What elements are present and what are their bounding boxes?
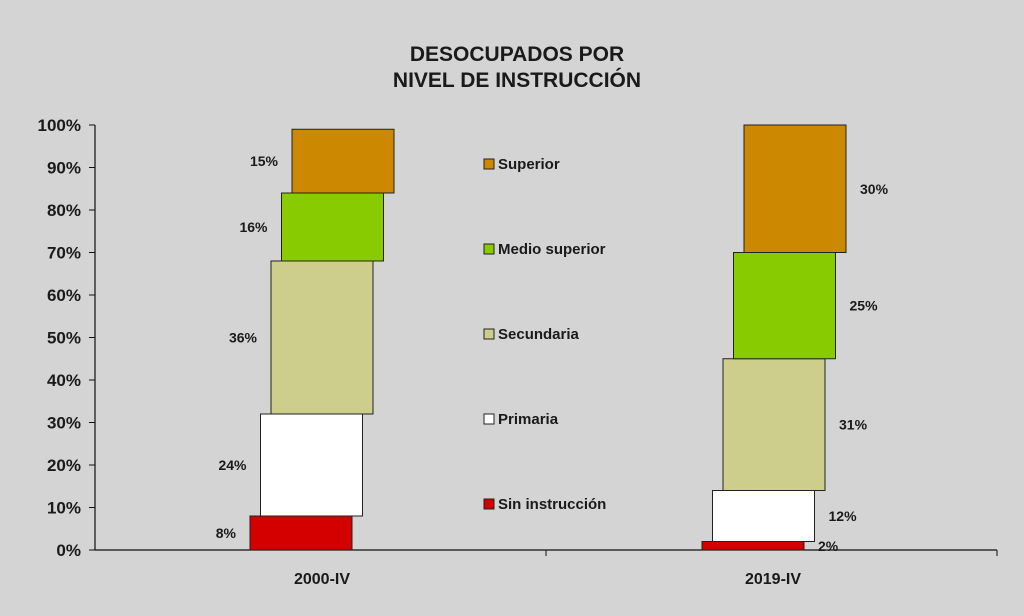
data-label: 30% <box>860 181 889 197</box>
y-tick-label: 0% <box>56 541 81 560</box>
data-label: 8% <box>216 525 237 541</box>
bar-segment <box>260 413 363 517</box>
data-label: 25% <box>850 298 879 314</box>
legend-label: Sin instrucción <box>498 496 606 513</box>
data-label: 12% <box>829 508 858 524</box>
y-tick-label: 90% <box>47 159 81 178</box>
legend-label: Primaria <box>498 411 559 428</box>
chart-title-line-2: NIVEL DE INSTRUCCIÓN <box>393 68 641 92</box>
bar-segment <box>712 490 815 542</box>
legend-label: Superior <box>498 156 560 173</box>
legend-label: Secundaria <box>498 326 580 343</box>
legend-swatch <box>483 498 495 510</box>
y-tick-label: 80% <box>47 201 81 220</box>
legend-swatch <box>483 413 495 425</box>
legend-swatch <box>483 243 495 255</box>
axes: 0% 10% 20% 30% 40% 50% 60% 70% 80% 90% 100% 2000-IV… <box>38 116 998 588</box>
bar-segment <box>722 358 826 491</box>
legend-swatch <box>483 158 495 170</box>
chart-title-line-1: DESOCUPADOS POR <box>410 43 624 66</box>
bar-segment <box>701 541 805 551</box>
y-tick-label: 30% <box>47 414 81 433</box>
legend-label: Medio superior <box>498 241 606 258</box>
y-tick-label: 40% <box>47 371 81 390</box>
x-category-label: 2019-IV <box>745 571 801 588</box>
y-tick-label: 10% <box>47 499 81 518</box>
bar-segment <box>249 515 353 551</box>
legend: Superior Medio superior Secundaria Primaria… <box>483 156 606 513</box>
data-label: 15% <box>250 153 279 169</box>
bar-segment <box>281 192 384 262</box>
bar-segment <box>291 128 395 194</box>
bars <box>249 124 847 551</box>
data-label: 31% <box>839 417 868 433</box>
y-tick-label: 70% <box>47 244 81 263</box>
data-label: 24% <box>218 457 247 473</box>
y-tick-label: 20% <box>47 456 81 475</box>
data-label: 36% <box>229 330 258 346</box>
data-labels: 8% 24% 36% 16% 15% 2% 12% 31% 25% 30% <box>216 153 889 554</box>
y-tick-label: 60% <box>47 286 81 305</box>
y-tick-label: 100% <box>38 116 81 135</box>
legend-swatch <box>483 328 495 340</box>
bar-segment <box>743 124 847 253</box>
y-tick-label: 50% <box>47 329 81 348</box>
data-label: 16% <box>239 219 268 235</box>
bar-segment <box>270 260 374 415</box>
bar-segment <box>733 252 836 360</box>
x-category-label: 2000-IV <box>294 571 350 588</box>
data-label: 2% <box>818 538 839 554</box>
